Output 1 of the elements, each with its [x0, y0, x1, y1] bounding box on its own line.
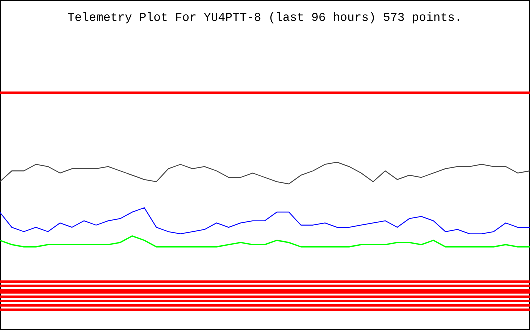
- chart-title: Telemetry Plot For YU4PTT-8 (last 96 hours) 573 points.: [68, 12, 460, 24]
